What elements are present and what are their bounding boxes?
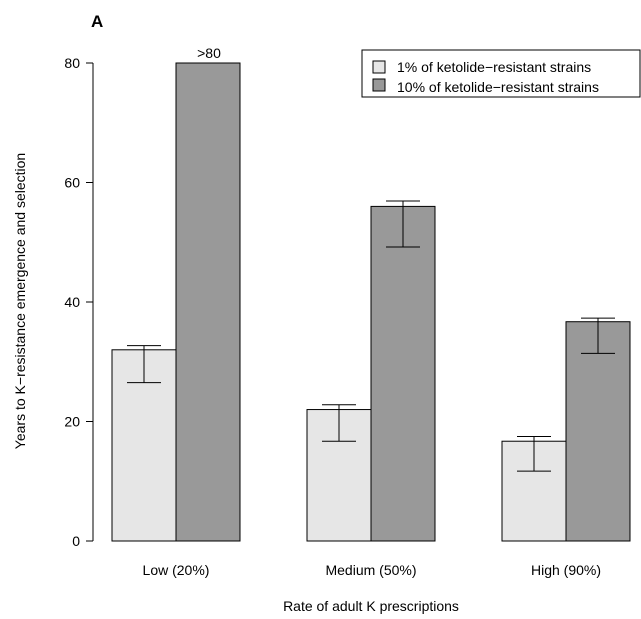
x-tick-label: Low (20%) [143, 562, 210, 578]
x-tick-label: High (90%) [531, 562, 601, 578]
x-axis-label: Rate of adult K prescriptions [283, 598, 459, 614]
legend-swatch-1pct [372, 60, 386, 74]
annotations-group: >80 [197, 45, 221, 61]
error-bars-group [127, 200, 615, 472]
y-tick-label: 60 [64, 175, 80, 191]
x-axis-ticks: Low (20%) Medium (50%) High (90%) [143, 562, 601, 578]
legend-swatch-10pct [372, 78, 386, 92]
x-tick-label: Medium (50%) [325, 562, 416, 578]
legend-label-10pct: 10% of ketolide−resistant strains [397, 79, 599, 95]
bar-10pct-0 [175, 62, 241, 542]
y-tick-label: 20 [64, 414, 80, 430]
bar-10pct-1 [370, 205, 436, 542]
legend-box [361, 49, 641, 98]
y-tick-label: 0 [72, 533, 80, 549]
y-axis: 0 20 40 60 80 [64, 55, 94, 549]
bar-10pct-2 [565, 321, 631, 542]
y-tick-label: 80 [64, 55, 80, 71]
bars-group [111, 62, 631, 542]
legend-label-1pct: 1% of ketolide−resistant strains [397, 59, 591, 75]
y-axis-label: Years to K−resistance emergence and sele… [12, 153, 28, 449]
legend: 1% of ketolide−resistant strains 10% of … [361, 49, 641, 98]
panel-label: A [91, 12, 103, 31]
bar-annotation: >80 [197, 45, 221, 61]
y-tick-label: 40 [64, 294, 80, 310]
